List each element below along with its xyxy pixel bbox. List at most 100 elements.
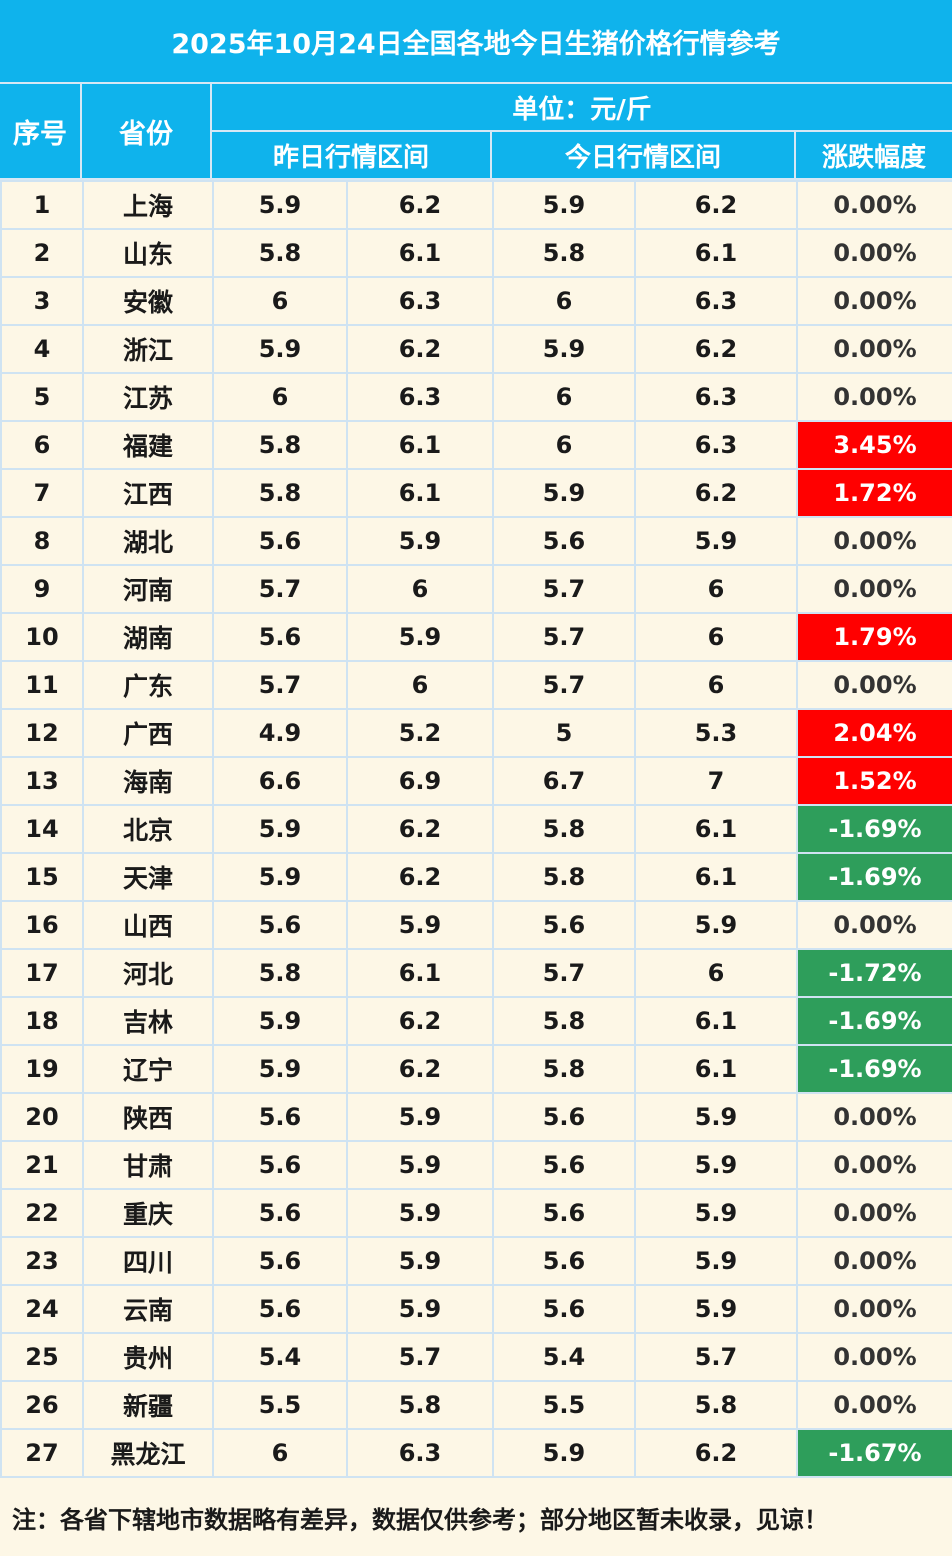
table-row: 10 湖南 5.6 5.9 5.7 6 1.79% [0,612,952,662]
row-province: 江西 [82,468,214,518]
row-yesterday-high: 6.3 [346,372,494,422]
row-change: -1.69% [796,1044,952,1094]
row-yesterday-low: 5.5 [212,1380,348,1430]
row-change: 0.00% [796,660,952,710]
table-row: 13 海南 6.6 6.9 6.7 7 1.52% [0,756,952,806]
row-yesterday-high: 6.2 [346,996,494,1046]
row-today-low: 5.6 [492,1188,636,1238]
row-yesterday-high: 6.2 [346,324,494,374]
row-yesterday-low: 5.9 [212,996,348,1046]
row-today-low: 5.8 [492,804,636,854]
row-yesterday-high: 5.9 [346,900,494,950]
row-index: 11 [0,660,84,710]
table-row: 17 河北 5.8 6.1 5.7 6 -1.72% [0,948,952,998]
row-yesterday-low: 5.8 [212,468,348,518]
row-change: 2.04% [796,708,952,758]
row-today-low: 6 [492,276,636,326]
row-change: 0.00% [796,900,952,950]
row-today-high: 5.9 [634,1188,798,1238]
row-index: 18 [0,996,84,1046]
row-yesterday-high: 6.9 [346,756,494,806]
row-yesterday-low: 6 [212,276,348,326]
row-index: 25 [0,1332,84,1382]
row-index: 16 [0,900,84,950]
row-yesterday-high: 5.9 [346,1092,494,1142]
row-yesterday-low: 5.8 [212,420,348,470]
row-today-low: 5.6 [492,1236,636,1286]
row-province: 福建 [82,420,214,470]
row-today-high: 6.2 [634,180,798,230]
table-row: 3 安徽 6 6.3 6 6.3 0.00% [0,276,952,326]
row-index: 14 [0,804,84,854]
row-province: 河北 [82,948,214,998]
row-change: 0.00% [796,516,952,566]
table-row: 7 江西 5.8 6.1 5.9 6.2 1.72% [0,468,952,518]
row-index: 3 [0,276,84,326]
table-row: 5 江苏 6 6.3 6 6.3 0.00% [0,372,952,422]
row-yesterday-low: 5.9 [212,804,348,854]
row-today-low: 5.9 [492,1428,636,1478]
row-province: 陕西 [82,1092,214,1142]
row-change: -1.69% [796,852,952,902]
row-today-high: 6.1 [634,228,798,278]
row-yesterday-high: 6.3 [346,1428,494,1478]
row-change: 3.45% [796,420,952,470]
row-today-high: 6 [634,660,798,710]
row-index: 19 [0,1044,84,1094]
table-row: 18 吉林 5.9 6.2 5.8 6.1 -1.69% [0,996,952,1046]
row-province: 辽宁 [82,1044,214,1094]
row-province: 甘肃 [82,1140,214,1190]
row-province: 安徽 [82,276,214,326]
row-yesterday-high: 6.2 [346,804,494,854]
table-row: 12 广西 4.9 5.2 5 5.3 2.04% [0,708,952,758]
row-index: 22 [0,1188,84,1238]
row-yesterday-high: 5.9 [346,1188,494,1238]
row-today-high: 5.9 [634,516,798,566]
table-row: 15 天津 5.9 6.2 5.8 6.1 -1.69% [0,852,952,902]
table-row: 27 黑龙江 6 6.3 5.9 6.2 -1.67% [0,1428,952,1478]
row-today-high: 6 [634,612,798,662]
row-province: 新疆 [82,1380,214,1430]
row-today-low: 5.6 [492,1092,636,1142]
row-province: 海南 [82,756,214,806]
row-yesterday-low: 5.9 [212,324,348,374]
row-today-low: 5.6 [492,1284,636,1334]
row-index: 5 [0,372,84,422]
row-today-high: 5.7 [634,1332,798,1382]
row-yesterday-low: 4.9 [212,708,348,758]
row-today-low: 5.7 [492,612,636,662]
row-change: 1.72% [796,468,952,518]
price-table-body: 1 上海 5.9 6.2 5.9 6.2 0.00% 2 山东 5.8 6.1 … [0,180,952,1478]
row-yesterday-low: 6 [212,1428,348,1478]
row-province: 四川 [82,1236,214,1286]
row-province: 吉林 [82,996,214,1046]
row-yesterday-low: 5.7 [212,564,348,614]
table-row: 8 湖北 5.6 5.9 5.6 5.9 0.00% [0,516,952,566]
header-unit: 单位：元/斤 [212,84,952,132]
table-row: 25 贵州 5.4 5.7 5.4 5.7 0.00% [0,1332,952,1382]
row-index: 1 [0,180,84,230]
header-change: 涨跌幅度 [796,132,952,180]
row-change: 1.79% [796,612,952,662]
row-index: 26 [0,1380,84,1430]
row-today-low: 5.9 [492,324,636,374]
row-today-high: 5.9 [634,900,798,950]
row-index: 15 [0,852,84,902]
row-change: 0.00% [796,564,952,614]
row-yesterday-high: 6 [346,564,494,614]
row-today-high: 6.2 [634,1428,798,1478]
row-yesterday-high: 5.9 [346,1284,494,1334]
row-index: 7 [0,468,84,518]
row-today-low: 5.6 [492,1140,636,1190]
row-today-high: 6.1 [634,852,798,902]
row-change: -1.69% [796,996,952,1046]
row-today-high: 6 [634,564,798,614]
row-yesterday-low: 5.7 [212,660,348,710]
table-row: 1 上海 5.9 6.2 5.9 6.2 0.00% [0,180,952,230]
row-index: 9 [0,564,84,614]
table-row: 16 山西 5.6 5.9 5.6 5.9 0.00% [0,900,952,950]
row-index: 17 [0,948,84,998]
row-change: -1.69% [796,804,952,854]
row-province: 河南 [82,564,214,614]
row-yesterday-high: 6 [346,660,494,710]
